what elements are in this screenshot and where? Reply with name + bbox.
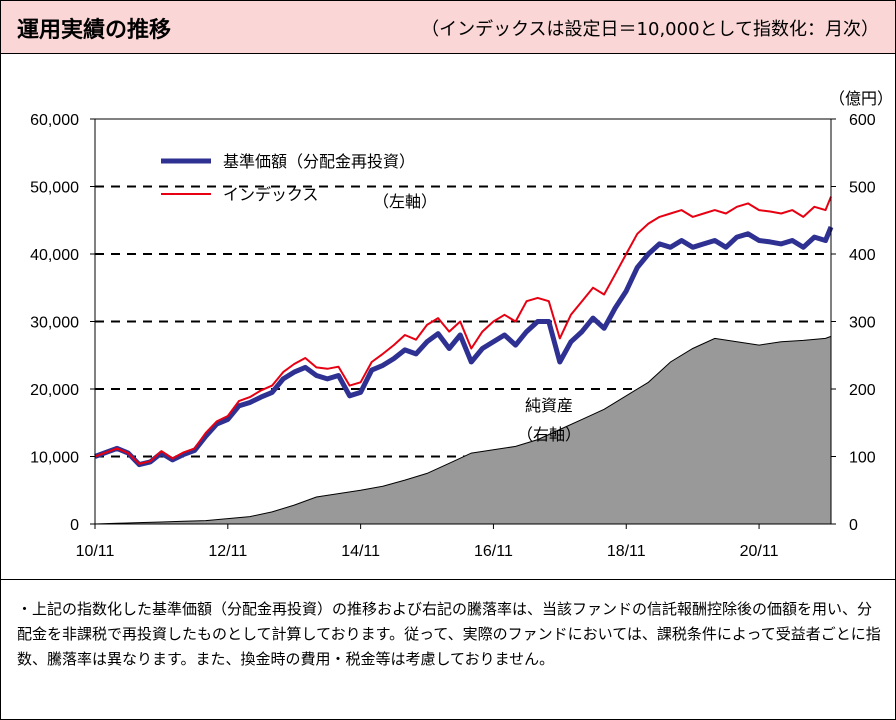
right-tick-label: 600 [849,112,876,129]
nav-line [94,226,834,468]
x-tick-label: 16/11 [474,543,513,560]
right-axis-unit: （億円） [829,90,893,108]
right-tick-label: 300 [849,315,876,332]
right-axis-annotation: （右軸） [517,426,581,444]
divider [1,579,895,580]
left-tick-label: 20,000 [30,382,79,399]
left-tick-label: 0 [70,517,79,534]
right-tick-label: 0 [849,517,858,534]
left-tick-label: 30,000 [30,315,79,332]
net-assets-area [94,335,832,525]
performance-chart: 0 10,000 20,000 30,000 40,000 50,000 60,000 0 10… [30,90,893,560]
net-assets-label: 純資産 [525,397,573,415]
left-axis-annotation: （左軸） [373,193,437,211]
right-tick-label: 200 [849,382,876,399]
header-bar: 運用実績の推移 （インデックスは設定日＝10,000として指数化：月次） [1,1,895,54]
series-lines [94,196,834,468]
right-tick-label: 100 [849,450,876,467]
x-tick-label: 14/11 [341,543,380,560]
disclaimer-note: ・上記の指数化した基準価額（分配金再投資）の推移および右記の騰落率は、当該ファン… [17,600,881,668]
left-tick-label: 60,000 [30,112,79,129]
page-subtitle: （インデックスは設定日＝10,000として指数化：月次） [421,19,879,40]
x-tick-label: 18/11 [607,543,646,560]
legend-nav-label: 基準価額（分配金再投資） [223,153,415,171]
x-tick-label: 10/11 [76,543,115,560]
legend: 基準価額（分配金再投資） インデックス （左軸） 純資産 （右軸） [161,153,581,444]
x-tick-label: 12/11 [208,543,247,560]
page-title: 運用実績の推移 [17,18,172,43]
left-tick-label: 40,000 [30,247,79,264]
net-assets-area-shape [94,335,832,525]
right-tick-label: 500 [849,180,876,197]
axis-labels: 0 10,000 20,000 30,000 40,000 50,000 60,000 0 10… [30,90,893,560]
legend-index-label: インデックス [223,185,319,204]
index-line [94,196,832,465]
right-tick-label: 400 [849,247,876,264]
left-tick-label: 50,000 [30,180,79,197]
x-tick-label: 20/11 [740,543,779,560]
left-tick-label: 10,000 [30,450,79,467]
